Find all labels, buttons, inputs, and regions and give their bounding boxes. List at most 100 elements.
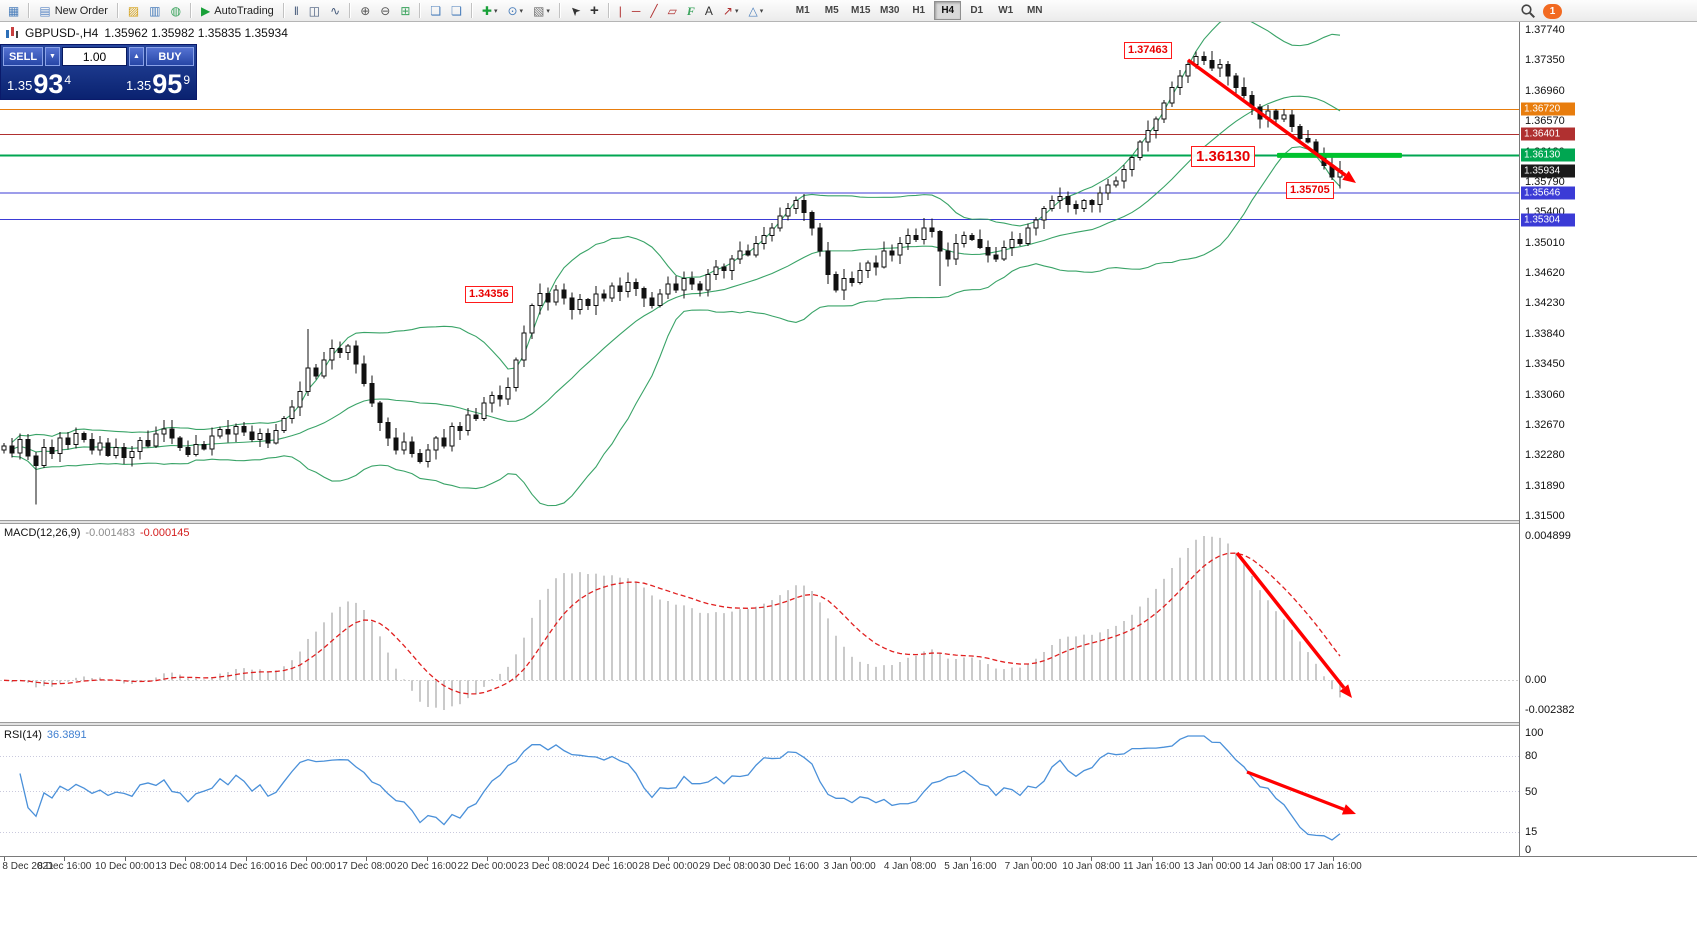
chevron-down-icon: ▾ [493, 7, 498, 15]
line-chart-icon: ∿ [330, 3, 341, 18]
bid-price: 1.35 93 4 [7, 71, 71, 98]
text-icon[interactable]: A [701, 1, 717, 21]
time-tick [185, 857, 187, 861]
fibonacci-icon[interactable]: F [683, 1, 699, 21]
timeframe-H1[interactable]: H1 [912, 5, 926, 16]
autotrading-button[interactable]: ▶ AutoTrading [197, 1, 278, 21]
chevron-down-icon: ▾ [519, 7, 524, 15]
chart-window-icon[interactable]: ▦ [4, 1, 23, 21]
terminal-icon[interactable]: ◍ [167, 1, 185, 21]
indicators-button[interactable]: ✚ ▾ [478, 1, 502, 21]
timeframe-W1[interactable]: W1 [998, 5, 1014, 16]
time-label: 13 Jan 00:00 [1183, 861, 1241, 872]
market-watch-icon: ▨ [127, 3, 140, 18]
data-window-icon[interactable]: ▥ [145, 1, 164, 21]
macd-panel[interactable] [0, 524, 1519, 722]
macd-scale-tick: 0.00 [1525, 674, 1547, 687]
buy-button[interactable]: BUY [146, 47, 194, 66]
rsi-panel[interactable] [0, 726, 1519, 856]
periods-button[interactable]: ⊙ ▾ [503, 1, 527, 21]
time-label: 11 Jan 16:00 [1123, 861, 1181, 872]
price-tick: 1.37740 [1525, 24, 1565, 36]
vertical-line-icon[interactable]: | [615, 1, 626, 21]
time-tick [668, 857, 670, 861]
timeframe-bar: M1 M5 M15 M30 H1 H4 D1 W1 MN [788, 1, 1049, 20]
time-label: 24 Dec 16:00 [578, 861, 638, 872]
search-icon[interactable] [1520, 3, 1536, 19]
price-tick: 1.32280 [1525, 449, 1565, 462]
price-tag: 1.36130 [1521, 148, 1575, 162]
tile-vertical-icon: ❏ [451, 3, 462, 18]
crosshair-icon: + [589, 2, 599, 19]
time-label: 17 Jan 16:00 [1303, 861, 1362, 872]
crosshair-icon[interactable]: + [586, 1, 603, 21]
sell-button[interactable]: SELL [3, 47, 43, 66]
tile-windows-icon[interactable]: ⊞ [396, 1, 414, 21]
time-axis[interactable]: 8 Dec 2021 8 Dec 16:00 10 Dec 00:00 13 Dec … [0, 856, 1697, 877]
timeframe-M1[interactable]: M1 [795, 5, 810, 16]
panel-divider[interactable] [0, 722, 1697, 726]
price-tick: 1.31500 [1525, 510, 1565, 522]
bar-chart-icon[interactable]: ‖ [290, 1, 303, 21]
time-tick [789, 857, 791, 861]
price-tick: 1.34620 [1525, 267, 1565, 279]
time-label: 17 Dec 08:00 [336, 861, 397, 872]
tile-vertical-icon[interactable]: ❏ [447, 1, 466, 21]
periods-button: ⊙ [507, 3, 518, 18]
timeframe-H4[interactable]: H4 [934, 1, 962, 20]
time-label: 14 Jan 08:00 [1243, 861, 1302, 872]
zoom-out-icon[interactable]: ⊖ [376, 1, 394, 21]
toolbar-separator [28, 3, 31, 18]
candlestick-chart[interactable] [0, 22, 1519, 520]
vertical-line-icon: | [618, 3, 622, 18]
cascade-windows-icon[interactable]: ❏ [426, 1, 445, 21]
price-tick: 1.37350 [1525, 54, 1565, 67]
data-window-icon: ▥ [149, 3, 161, 18]
timeframe-M15[interactable]: M15 [850, 5, 871, 16]
templates-button[interactable]: ▧ ▾ [529, 1, 554, 21]
price-tick: 1.32670 [1525, 418, 1565, 431]
ask-pipette: 9 [183, 73, 190, 87]
trendline-icon: ╱ [650, 3, 658, 18]
new-order-button: ▤ [39, 3, 51, 18]
price-tag: 1.35304 [1521, 213, 1575, 227]
rsi-scale-tick: 80 [1525, 750, 1538, 763]
chevron-down-icon: ▾ [759, 7, 764, 15]
toolbar-separator [116, 3, 119, 18]
new-order-button[interactable]: ▤ New Order [35, 1, 112, 21]
price-tick: 1.36570 [1525, 115, 1565, 128]
candle-chart-icon[interactable]: ◫ [305, 1, 324, 21]
volume-increase-button[interactable]: ▲ [129, 47, 144, 66]
notification-badge[interactable]: 1 [1543, 3, 1562, 19]
market-watch-icon[interactable]: ▨ [124, 1, 143, 21]
arrows-button[interactable]: ↗ ▾ [719, 1, 743, 21]
volume-input[interactable] [62, 47, 127, 66]
time-tick [1151, 857, 1153, 861]
volume-decrease-button[interactable]: ▼ [45, 47, 60, 66]
macd-scale-tick: 0.004899 [1525, 530, 1571, 542]
panel-divider[interactable] [0, 520, 1697, 524]
timeframe-MN[interactable]: MN [1026, 5, 1043, 16]
time-label: 5 Jan 16:00 [944, 861, 997, 872]
timeframe-M5[interactable]: M5 [824, 5, 839, 16]
line-chart-icon[interactable]: ∿ [326, 1, 344, 21]
timeframe-M30[interactable]: M30 [879, 5, 900, 16]
price-scale[interactable]: 1.377401.373501.369601.365701.361801.357… [1519, 22, 1697, 874]
bid-prefix: 1.35 [7, 78, 33, 93]
cursor-icon[interactable]: ➤ [566, 1, 584, 21]
time-tick [1091, 857, 1093, 861]
trendline-icon[interactable]: ╱ [646, 1, 661, 21]
toolbar-separator [607, 3, 610, 18]
zoom-in-icon[interactable]: ⊕ [356, 1, 374, 21]
shapes-button[interactable]: △ ▾ [744, 1, 767, 21]
new-order-button-label: New Order [54, 4, 108, 17]
price-tick: 1.35010 [1525, 236, 1565, 249]
time-tick [910, 857, 911, 861]
time-label: 20 Dec 16:00 [397, 861, 457, 872]
timeframe-D1[interactable]: D1 [970, 5, 984, 16]
channel-icon[interactable]: ▱ [664, 1, 681, 21]
time-label: 23 Dec 08:00 [517, 861, 578, 872]
price-tag: 1.35934 [1521, 164, 1575, 178]
horizontal-line-icon[interactable]: ─ [628, 1, 645, 21]
